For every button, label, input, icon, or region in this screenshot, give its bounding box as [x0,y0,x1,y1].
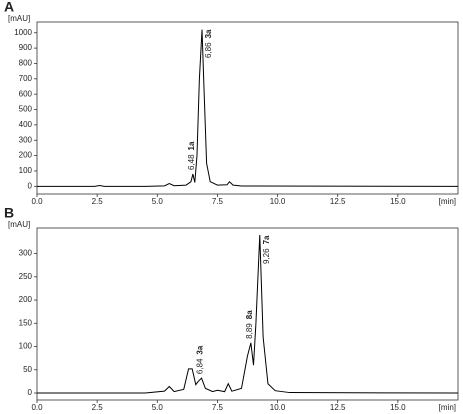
peak-time: 6,84 [196,358,205,374]
y-tick-label: 1000 [14,28,32,37]
peak-time: 8,89 [245,323,254,339]
x-tick-label: 2.5 [92,197,104,206]
x-tick-label: 15.0 [390,197,406,206]
y-tick-label: 100 [19,166,33,175]
peak-time: 6,86 [204,42,213,58]
x-tick-label: 0.0 [31,197,43,206]
panel-label: B [4,205,14,221]
y-axis-label: [mAU] [8,220,30,229]
x-tick-label: 12.5 [330,403,346,412]
peak-time: 9,26 [262,248,271,264]
peak-label: 6,84 3a [196,345,205,374]
y-tick-label: 400 [19,120,33,129]
peak-label: 6,48 1a [187,141,196,170]
peak-compound: 1a [187,141,196,150]
x-tick-label: 7.5 [212,403,224,412]
x-tick-label: 10.0 [270,197,286,206]
x-tick-label: 12.5 [330,197,346,206]
peak-compound: 3a [196,345,205,354]
x-tick-label: 5.0 [152,197,164,206]
y-tick-label: 200 [19,151,33,160]
peak-label: 8,89 8a [245,310,254,339]
y-axis-label: [mAU] [8,14,30,23]
x-tick-label: 15.0 [390,403,406,412]
peak-label: 9,26 7a [262,235,271,264]
y-tick-label: 200 [19,295,33,304]
y-tick-label: 0 [28,181,33,190]
x-axis-label: [min] [439,403,456,412]
y-tick-label: 700 [19,74,33,83]
y-tick-label: 0 [28,388,33,397]
peak-compound: 8a [245,310,254,319]
y-tick-label: 100 [19,342,33,351]
trace [37,234,459,394]
plot-frame [36,21,459,195]
y-tick-label: 600 [19,89,33,98]
plot-frame [36,227,459,401]
x-tick-label: 7.5 [212,197,224,206]
y-tick-label: 50 [23,365,32,374]
y-tick-label: 500 [19,105,33,114]
y-tick-label: 900 [19,43,33,52]
y-tick-label: 300 [19,135,33,144]
panel-label: A [4,0,14,15]
peak-compound: 3a [204,29,213,38]
y-tick-label: 800 [19,59,33,68]
y-tick-label: 300 [19,249,33,258]
y-tick-label: 250 [19,272,33,281]
y-tick-label: 150 [19,318,33,327]
peak-compound: 7a [262,235,271,244]
x-tick-label: 0.0 [31,403,43,412]
trace [37,29,459,187]
x-tick-label: 5.0 [152,403,164,412]
x-tick-label: 10.0 [270,403,286,412]
peak-time: 6,48 [187,154,196,170]
x-tick-label: 2.5 [92,403,104,412]
x-axis-label: [min] [439,197,456,206]
peak-label: 6,86 3a [204,29,213,58]
